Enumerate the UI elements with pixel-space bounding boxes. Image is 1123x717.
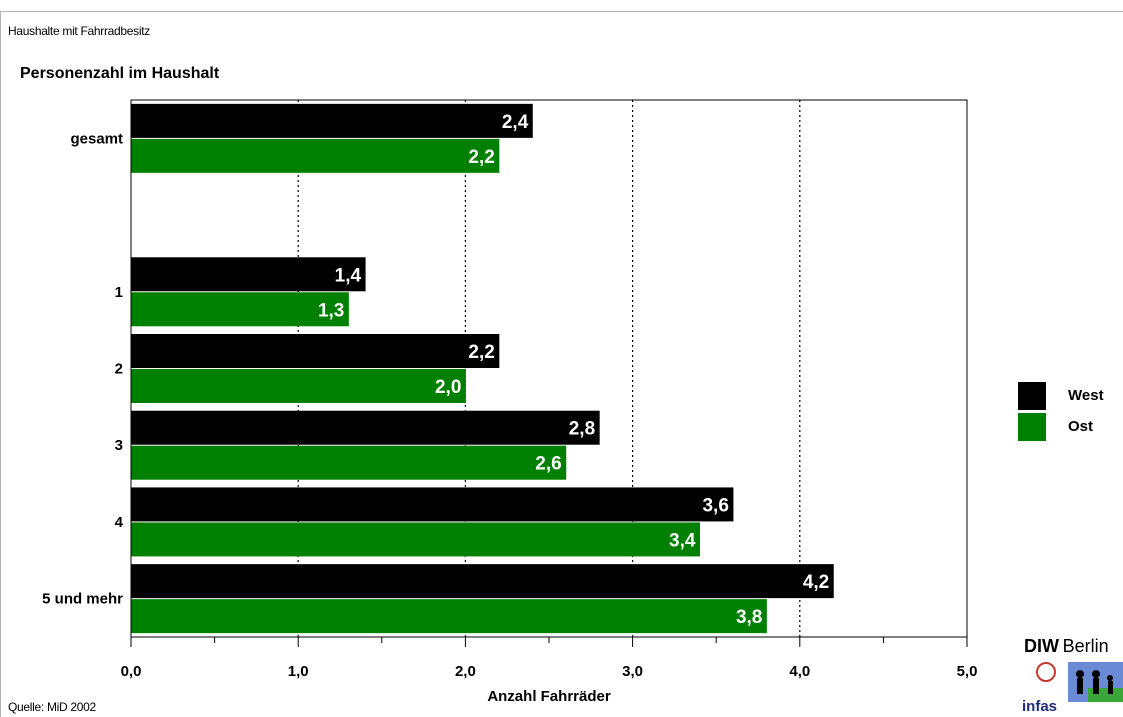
legend: West Ost xyxy=(1018,380,1104,442)
category-label: 1 xyxy=(115,284,123,301)
legend-swatch-west xyxy=(1018,381,1046,410)
bar xyxy=(131,564,834,599)
data-label: 3,4 xyxy=(669,530,696,551)
x-tick-label: 5,0 xyxy=(957,663,978,680)
legend-swatch-ost xyxy=(1018,412,1046,441)
category-label: 4 xyxy=(115,514,124,531)
bar xyxy=(131,599,767,634)
x-axis-title: Anzahl Fahrräder xyxy=(487,688,611,705)
bar xyxy=(131,292,349,327)
x-tick-label: 4,0 xyxy=(789,663,810,680)
bar xyxy=(131,103,533,138)
bar xyxy=(131,522,700,557)
data-label: 2,6 xyxy=(535,454,561,475)
data-label: 3,6 xyxy=(702,495,728,516)
bar xyxy=(131,257,366,292)
category-label: 3 xyxy=(115,437,123,454)
source-note: Quelle: MiD 2002 xyxy=(8,700,96,714)
data-label: 2,0 xyxy=(435,377,461,398)
plot-frame xyxy=(130,99,968,638)
frame-top-line xyxy=(0,11,1123,12)
bar xyxy=(131,334,500,368)
data-label: 1,3 xyxy=(318,300,344,321)
data-label: 3,8 xyxy=(736,607,762,628)
frame-left-line xyxy=(0,11,1,717)
x-tick-label: 2,0 xyxy=(455,663,476,680)
legend-item-west: West xyxy=(1018,380,1104,411)
category-label: gesamt xyxy=(70,130,123,147)
x-tick-label: 0,0 xyxy=(121,663,142,680)
bar xyxy=(131,445,567,480)
chart-header: Haushalte mit Fahrradbesitz xyxy=(8,24,150,38)
legend-label-ost: Ost xyxy=(1068,418,1094,435)
x-tick-label: 1,0 xyxy=(288,663,309,680)
mobility-emblem-icon xyxy=(1036,662,1123,702)
infas-logo: infas xyxy=(1022,698,1058,715)
diw-berlin-logo: DIW Berlin xyxy=(1024,636,1109,656)
bar xyxy=(131,487,734,522)
bar xyxy=(131,369,466,403)
data-label: 2,2 xyxy=(468,147,494,168)
legend-item-ost: Ost xyxy=(1018,411,1104,442)
data-label: 2,4 xyxy=(502,112,529,133)
data-label: 2,2 xyxy=(468,342,494,363)
data-label: 2,8 xyxy=(569,419,595,440)
data-label: 4,2 xyxy=(803,572,829,593)
chart-title: Personenzahl im Haushalt xyxy=(20,65,220,82)
category-label: 5 und mehr xyxy=(42,591,123,608)
bar xyxy=(131,410,600,445)
bar xyxy=(131,138,500,173)
x-tick-label: 3,0 xyxy=(622,663,643,680)
data-label: 1,4 xyxy=(335,265,362,286)
diw-infas-logo: DIW Berlin infas xyxy=(1018,632,1123,717)
legend-label-west: West xyxy=(1068,387,1104,404)
category-label: 2 xyxy=(115,361,123,378)
